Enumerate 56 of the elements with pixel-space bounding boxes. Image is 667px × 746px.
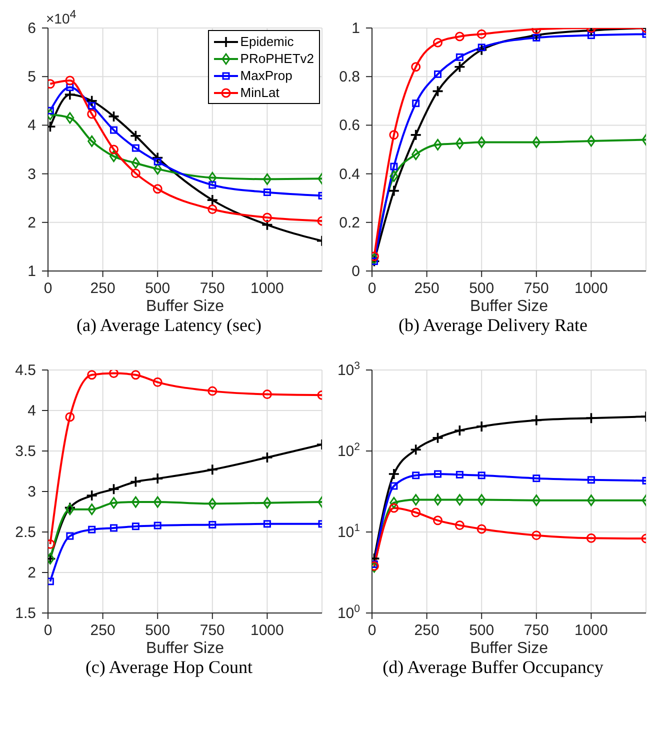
x-tick-label: 500: [145, 280, 170, 297]
x-axis-title: Buffer Size: [146, 640, 224, 657]
text: (b) Average Delivery Rate: [397, 315, 589, 336]
y-tick-label: 0.4: [339, 166, 360, 183]
x-tick-label: 0: [44, 622, 52, 639]
x-tick-label: 500: [469, 622, 494, 639]
x-tick-label: 500: [145, 622, 170, 639]
x-tick-label: 750: [524, 622, 549, 639]
legend-label: MaxProp: [240, 68, 292, 83]
x-tick-label: 0: [368, 280, 376, 297]
x-tick-label: 750: [200, 622, 225, 639]
x-tick-label: 1000: [250, 622, 284, 639]
x-tick-label: 0: [368, 622, 376, 639]
y-tick-label: 4.5: [15, 362, 36, 379]
x-tick-label: 750: [200, 280, 225, 297]
x-tick-label: 1000: [574, 280, 608, 297]
text: (a) Average Latency (sec): [75, 315, 263, 336]
y-tick-label: 5: [28, 68, 36, 86]
text: (c) Average Hop Count: [84, 657, 254, 678]
y-tick-label: 0: [352, 263, 360, 280]
x-tick-label: 250: [414, 280, 440, 297]
text: ×10$^{4}$: [46, 8, 76, 27]
x-tick-label: 0: [44, 280, 52, 297]
y-tick-label: 0.8: [339, 68, 360, 86]
y-tick-label: 3: [28, 484, 36, 500]
y-tick-label: 10$^{3}$: [337, 360, 360, 379]
x-tick-label: 1000: [250, 280, 284, 297]
legend-label: MinLat: [240, 85, 280, 100]
text: (d) Average Buffer Occupancy: [382, 657, 604, 678]
y-tick-label: 10$^{1}$: [337, 522, 360, 541]
x-tick-label: 250: [90, 280, 116, 297]
y-tick-label: 3.5: [15, 443, 36, 460]
y-tick-label: 2: [28, 564, 36, 582]
legend-label: Epidemic: [240, 34, 294, 49]
y-tick-label: 4: [28, 402, 36, 420]
y-tick-label: 2.5: [15, 524, 36, 541]
x-axis-title: Buffer Size: [470, 298, 548, 315]
y-tick-label: 1: [352, 20, 360, 37]
legend-label: PRoPHETv2: [240, 51, 314, 66]
y-tick-label: 6: [28, 20, 36, 37]
x-tick-label: 750: [524, 280, 549, 297]
x-axis-title: Buffer Size: [146, 298, 224, 315]
y-tick-label: 10$^{0}$: [337, 603, 360, 622]
y-tick-label: 0.2: [339, 214, 360, 232]
y-tick-label: 0.6: [339, 117, 360, 134]
x-tick-label: 250: [90, 622, 116, 639]
y-tick-label: 1.5: [15, 605, 36, 622]
x-tick-label: 250: [414, 622, 440, 639]
x-axis-title: Buffer Size: [470, 640, 548, 657]
y-tick-label: 1: [28, 263, 36, 280]
y-tick-label: 3: [28, 166, 36, 183]
x-tick-label: 1000: [574, 622, 608, 639]
y-tick-label: 2: [28, 214, 36, 232]
y-tick-label: 4: [28, 117, 36, 134]
y-tick-label: 10$^{2}$: [337, 441, 360, 460]
x-tick-label: 500: [469, 280, 494, 297]
